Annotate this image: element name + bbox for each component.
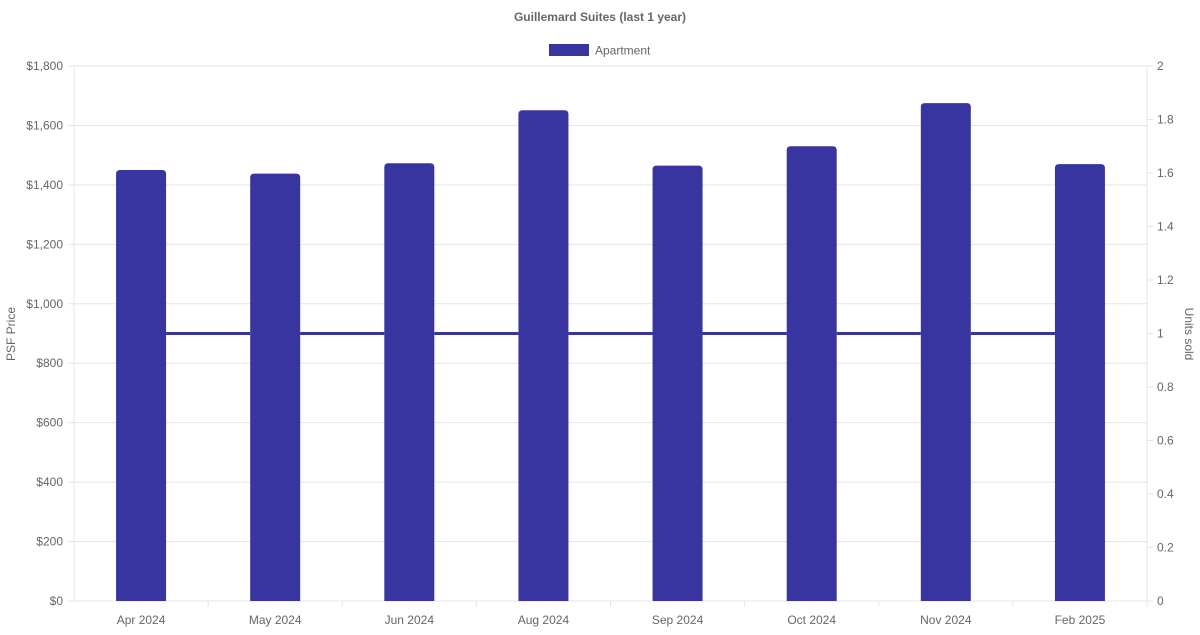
x-tick-label: Sep 2024 [652,613,704,627]
bar-aug-2024[interactable] [518,110,569,602]
y-tick-label: $400 [36,475,63,489]
bar-feb-2025[interactable] [1054,164,1105,602]
y2-tick-label: 1.6 [1157,166,1174,180]
legend-swatch-apartment [549,44,589,56]
y2-tick-label: 1.4 [1157,220,1174,234]
bar-apr-2024[interactable] [116,170,167,601]
y2-tick-label: 1.8 [1157,113,1174,127]
y2-tick-label: 0.6 [1157,434,1174,448]
y-axis-right-label: Units sold [1182,308,1196,361]
y-tick-label: $1,800 [26,59,63,73]
gridlines [68,65,1153,607]
x-tick-label: Feb 2025 [1055,613,1106,627]
x-tick-label: Oct 2024 [787,613,836,627]
y-tick-label: $600 [36,416,63,430]
bar-oct-2024[interactable] [786,146,837,601]
y-axis-left-label: PSF Price [4,307,18,361]
x-tick-label: Aug 2024 [518,613,570,627]
y2-tick-label: 2 [1157,59,1164,73]
legend-label-apartment: Apartment [595,44,651,58]
y2-tick-label: 1.2 [1157,273,1174,287]
y-tick-label: $1,200 [26,237,63,251]
y-tick-label: $1,400 [26,178,63,192]
x-tick-label: Nov 2024 [920,613,972,627]
y2-tick-label: 0.8 [1157,380,1174,394]
x-tick-label: May 2024 [249,613,302,627]
x-tick-label: Apr 2024 [117,613,166,627]
bar-jun-2024[interactable] [384,163,435,602]
y-tick-label: $1,600 [26,118,63,132]
y2-tick-label: 1 [1157,327,1164,341]
bar-series-apartment [116,103,1105,602]
x-axis-ticks: Apr 2024 May 2024 Jun 2024 Aug 2024 Sep 2024… [117,613,1106,627]
y2-tick-label: 0 [1157,594,1164,608]
legend[interactable]: Apartment [549,44,651,58]
y-tick-label: $1,000 [26,297,63,311]
bar-sep-2024[interactable] [652,165,703,601]
y-tick-label: $800 [36,356,63,370]
y-tick-label: $0 [50,594,64,608]
y-axis-right-ticks: 0 0.2 0.4 0.6 0.8 1 1.2 1.4 1.6 1.8 2 [1157,59,1174,608]
x-tick-label: Jun 2024 [385,613,435,627]
y-tick-label: $200 [36,535,63,549]
y-axis-left-ticks: $0 $200 $400 $600 $800 $1,000 $1,200 $1,400 $1,6… [26,59,63,608]
bar-may-2024[interactable] [250,173,301,601]
y2-tick-label: 0.2 [1157,541,1174,555]
bar-nov-2024[interactable] [920,103,971,602]
chart-title: Guillemard Suites (last 1 year) [514,10,686,24]
y2-tick-label: 0.4 [1157,487,1174,501]
